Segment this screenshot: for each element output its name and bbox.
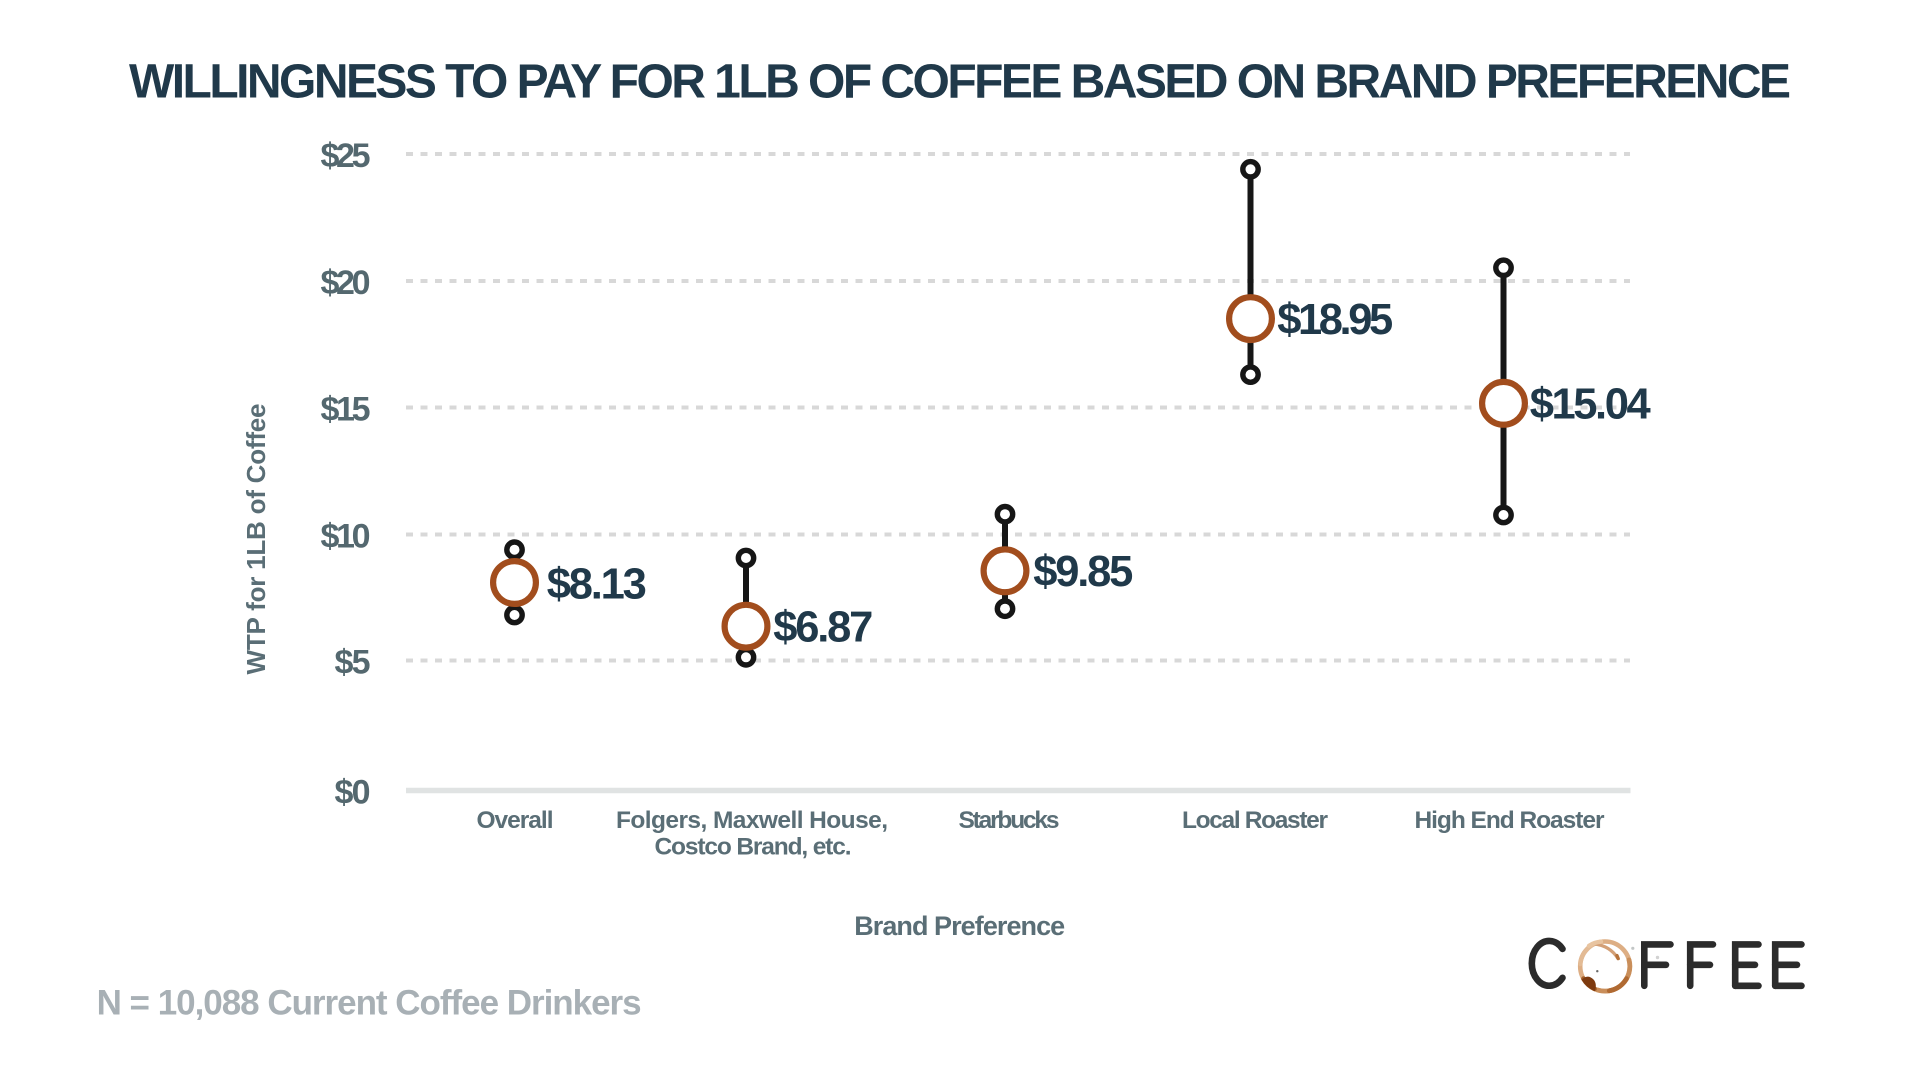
svg-text:$18.95: $18.95 <box>1277 296 1393 344</box>
svg-text:Starbucks: Starbucks <box>959 807 1060 834</box>
svg-text:$20: $20 <box>321 264 371 302</box>
svg-text:$25: $25 <box>321 137 371 175</box>
svg-text:Folgers, Maxwell House,: Folgers, Maxwell House, <box>616 807 888 834</box>
svg-text:Local Roaster: Local Roaster <box>1182 807 1328 834</box>
svg-text:$10: $10 <box>321 518 371 556</box>
svg-text:WILLINGNESS TO PAY FOR 1LB OF: WILLINGNESS TO PAY FOR 1LB OF COFFEE BAS… <box>129 56 1791 109</box>
svg-text:High End Roaster: High End Roaster <box>1415 807 1605 834</box>
svg-text:$5: $5 <box>335 644 371 682</box>
svg-text:N = 10,088 Current Coffee Drin: N = 10,088 Current Coffee Drinkers <box>97 984 642 1023</box>
svg-text:Overall: Overall <box>477 807 554 834</box>
svg-text:$6.87: $6.87 <box>773 604 873 652</box>
svg-text:$15.04: $15.04 <box>1530 381 1651 429</box>
svg-text:$15: $15 <box>321 391 371 429</box>
svg-text:$9.85: $9.85 <box>1033 548 1133 596</box>
svg-text:Brand Preference: Brand Preference <box>854 911 1065 941</box>
svg-text:$0: $0 <box>335 774 371 812</box>
svg-text:WTP for 1LB of Coffee: WTP for 1LB of Coffee <box>241 404 271 675</box>
svg-text:$8.13: $8.13 <box>547 560 647 608</box>
svg-text:Costco Brand, etc.: Costco Brand, etc. <box>655 834 852 861</box>
